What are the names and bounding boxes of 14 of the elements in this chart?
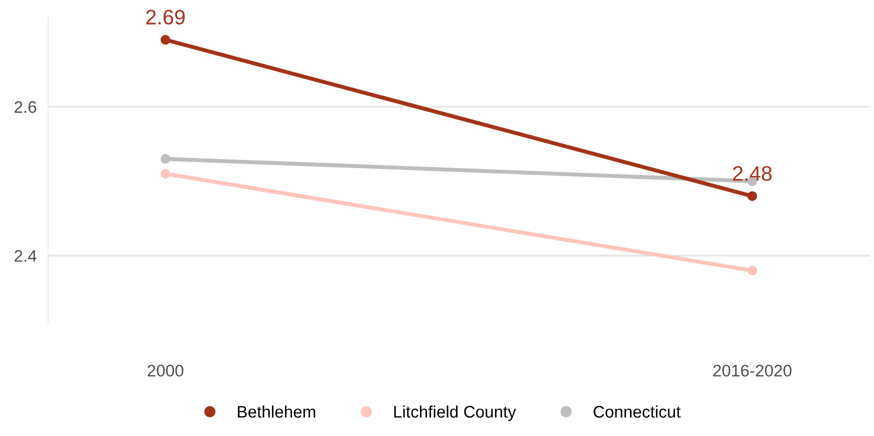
- legend-label: Litchfield County: [394, 405, 516, 421]
- y-tick-label: 2.6: [14, 101, 36, 113]
- data-label: 2.48: [733, 166, 772, 181]
- data-label: 2.69: [146, 10, 185, 25]
- point: [160, 168, 170, 179]
- legend-label: Connecticut: [594, 405, 681, 418]
- legend-label: Bethlehem: [238, 405, 316, 418]
- point: [747, 266, 758, 276]
- point: [747, 191, 758, 201]
- point: [160, 154, 170, 164]
- point: [160, 34, 170, 45]
- y-tick-label: 2.4: [14, 250, 36, 262]
- x-tick-label: 2016-2020: [713, 364, 792, 377]
- x-tick-label: 2000: [148, 364, 184, 377]
